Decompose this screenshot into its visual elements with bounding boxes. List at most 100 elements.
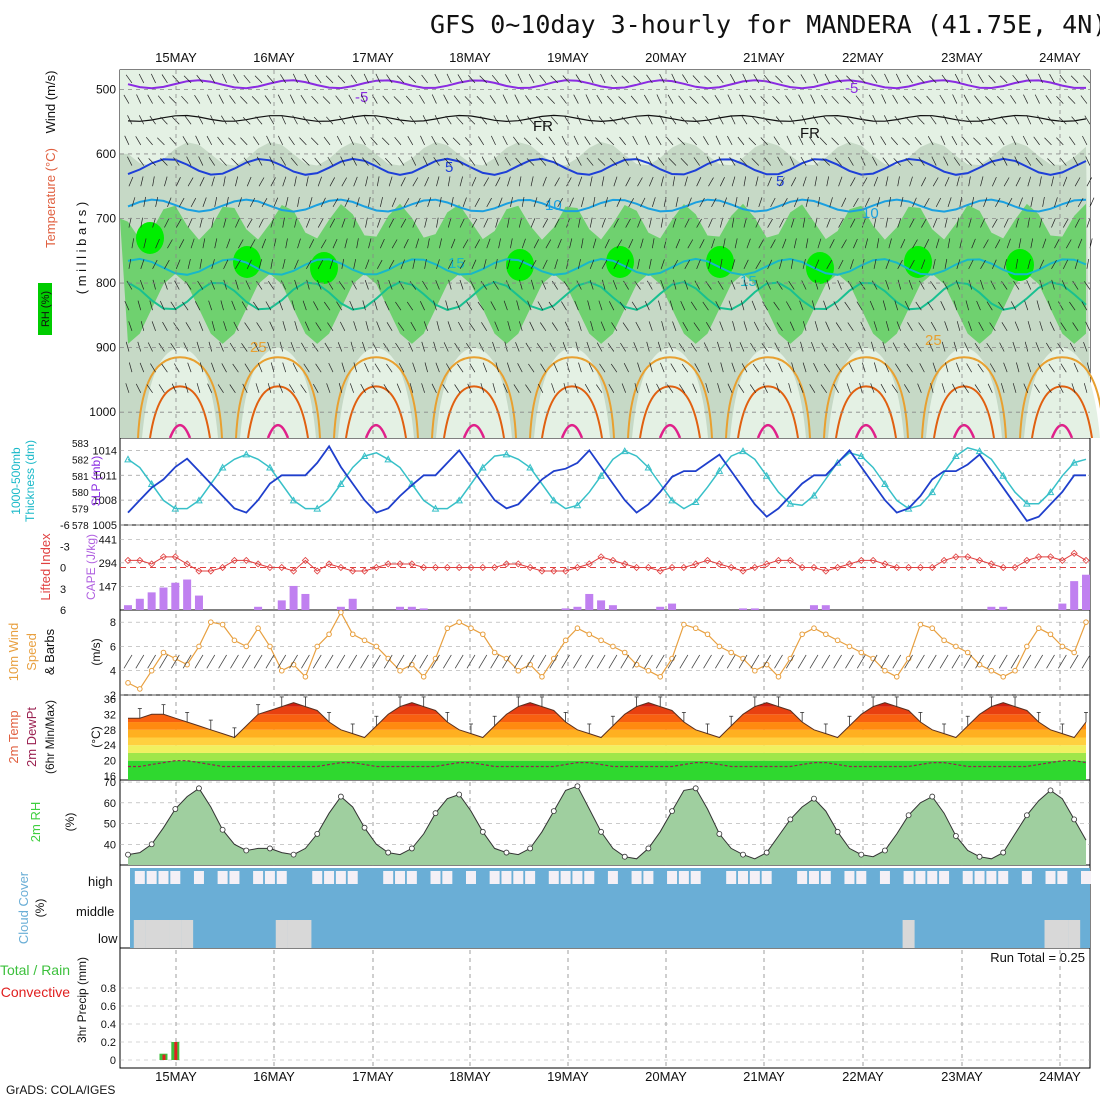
wind-barb xyxy=(885,321,890,331)
wind-barb xyxy=(658,300,662,311)
wind-barb xyxy=(646,74,653,84)
wind-barb xyxy=(244,363,251,373)
wind-barb xyxy=(939,94,946,104)
wind-barb xyxy=(507,217,510,228)
lifted-index-marker xyxy=(751,563,759,572)
wind-barb xyxy=(855,95,863,104)
wind-barb xyxy=(278,383,284,393)
wind-barb xyxy=(1036,300,1040,311)
wind-barb xyxy=(294,217,298,228)
wind-barb xyxy=(320,197,326,208)
cloud-high-gap xyxy=(146,871,157,884)
wind-barb xyxy=(434,115,440,125)
wind-barb xyxy=(999,342,1005,352)
lifted-index-marker xyxy=(822,567,830,575)
wind-barb xyxy=(819,137,827,146)
wind-barb xyxy=(1084,115,1091,125)
lifted-index-marker xyxy=(124,556,132,564)
wind-barb xyxy=(277,135,284,146)
cape-bar xyxy=(124,605,132,610)
wind-barb xyxy=(267,383,272,393)
wind-barb-10m xyxy=(135,654,145,669)
wind-barb xyxy=(264,95,272,104)
wind-barb xyxy=(396,383,402,393)
cape-bar xyxy=(750,608,759,610)
wind-barb xyxy=(679,384,686,393)
wind-barb xyxy=(1077,198,1084,208)
wind-barb xyxy=(947,238,951,249)
isotherm-35 xyxy=(560,423,584,439)
cloud-high-gap xyxy=(761,871,772,884)
wind-barb xyxy=(317,259,324,270)
wind-speed-marker xyxy=(302,673,309,680)
wind-speed-marker xyxy=(858,649,865,656)
wind-barb xyxy=(561,301,567,311)
wind-barb xyxy=(325,75,334,84)
wind-barb xyxy=(690,343,697,352)
wind-barb xyxy=(646,341,650,352)
wind-barb xyxy=(528,74,535,84)
wind-barb xyxy=(814,259,820,269)
wind-barb xyxy=(376,176,380,187)
wind-barb xyxy=(956,176,960,187)
wind-speed-marker xyxy=(929,625,936,632)
wind-barb xyxy=(774,342,780,352)
wind-barb xyxy=(139,362,145,373)
wind-barb xyxy=(436,217,439,228)
wind-barb xyxy=(785,95,792,104)
rh-dry-dome xyxy=(338,347,414,438)
date-label-bottom: 20MAY xyxy=(645,1069,687,1084)
wind-barb xyxy=(281,115,287,125)
cloud-low-gap xyxy=(299,920,312,948)
wind-barb xyxy=(1083,341,1088,352)
wind-barb xyxy=(974,384,981,394)
wind-barb xyxy=(495,217,499,228)
thickness-marker xyxy=(313,504,322,512)
wind-barb xyxy=(277,94,284,104)
wind-barb xyxy=(990,280,996,290)
isotherm xyxy=(127,198,1087,213)
wind-barb xyxy=(374,300,378,311)
wind-barb xyxy=(373,158,381,166)
wind-barb xyxy=(174,280,180,290)
wind-tick-label: 4 xyxy=(110,666,116,678)
wind-barb xyxy=(962,384,969,394)
wind-barb xyxy=(1003,259,1007,269)
wind-barb xyxy=(149,115,156,125)
lifted-index-marker xyxy=(136,556,144,564)
cloud-high-gap xyxy=(395,871,406,884)
cloud-high-gap xyxy=(264,871,275,884)
wind-barb xyxy=(557,198,564,208)
wind-barb xyxy=(479,75,488,84)
lifted-index-marker xyxy=(786,556,794,564)
wind-barb xyxy=(943,156,949,166)
wind-barb xyxy=(1015,258,1019,269)
wind-barb xyxy=(161,74,168,84)
cape-bar xyxy=(396,606,405,610)
isotherm-label: FR xyxy=(800,125,820,142)
wind-barb xyxy=(622,322,629,332)
thickness-marker xyxy=(1023,499,1031,507)
wind-barb xyxy=(482,362,488,373)
lifted-index-tick-label: 6 xyxy=(60,605,66,617)
wind-barb xyxy=(586,157,594,166)
thickness-marker xyxy=(1046,488,1055,496)
wind-barb xyxy=(943,115,949,125)
wind-barb xyxy=(912,239,918,249)
wind-barb xyxy=(919,280,925,290)
wind-barb xyxy=(952,383,958,393)
wind-barb xyxy=(495,177,501,187)
wind-barb xyxy=(844,342,851,352)
wind-barb xyxy=(1024,300,1029,311)
wind-barb xyxy=(589,279,594,290)
wind-barb-10m xyxy=(206,654,216,669)
wind-barb xyxy=(160,158,168,166)
wind-barb xyxy=(1083,75,1091,84)
wind-barb xyxy=(365,321,369,331)
thickness-marker xyxy=(360,452,369,460)
wind-barb xyxy=(256,281,263,290)
wind-barb xyxy=(764,157,771,166)
slp-tick-label: 1005 xyxy=(93,520,117,532)
wind-barb xyxy=(868,94,875,104)
wind-barb xyxy=(751,116,760,125)
